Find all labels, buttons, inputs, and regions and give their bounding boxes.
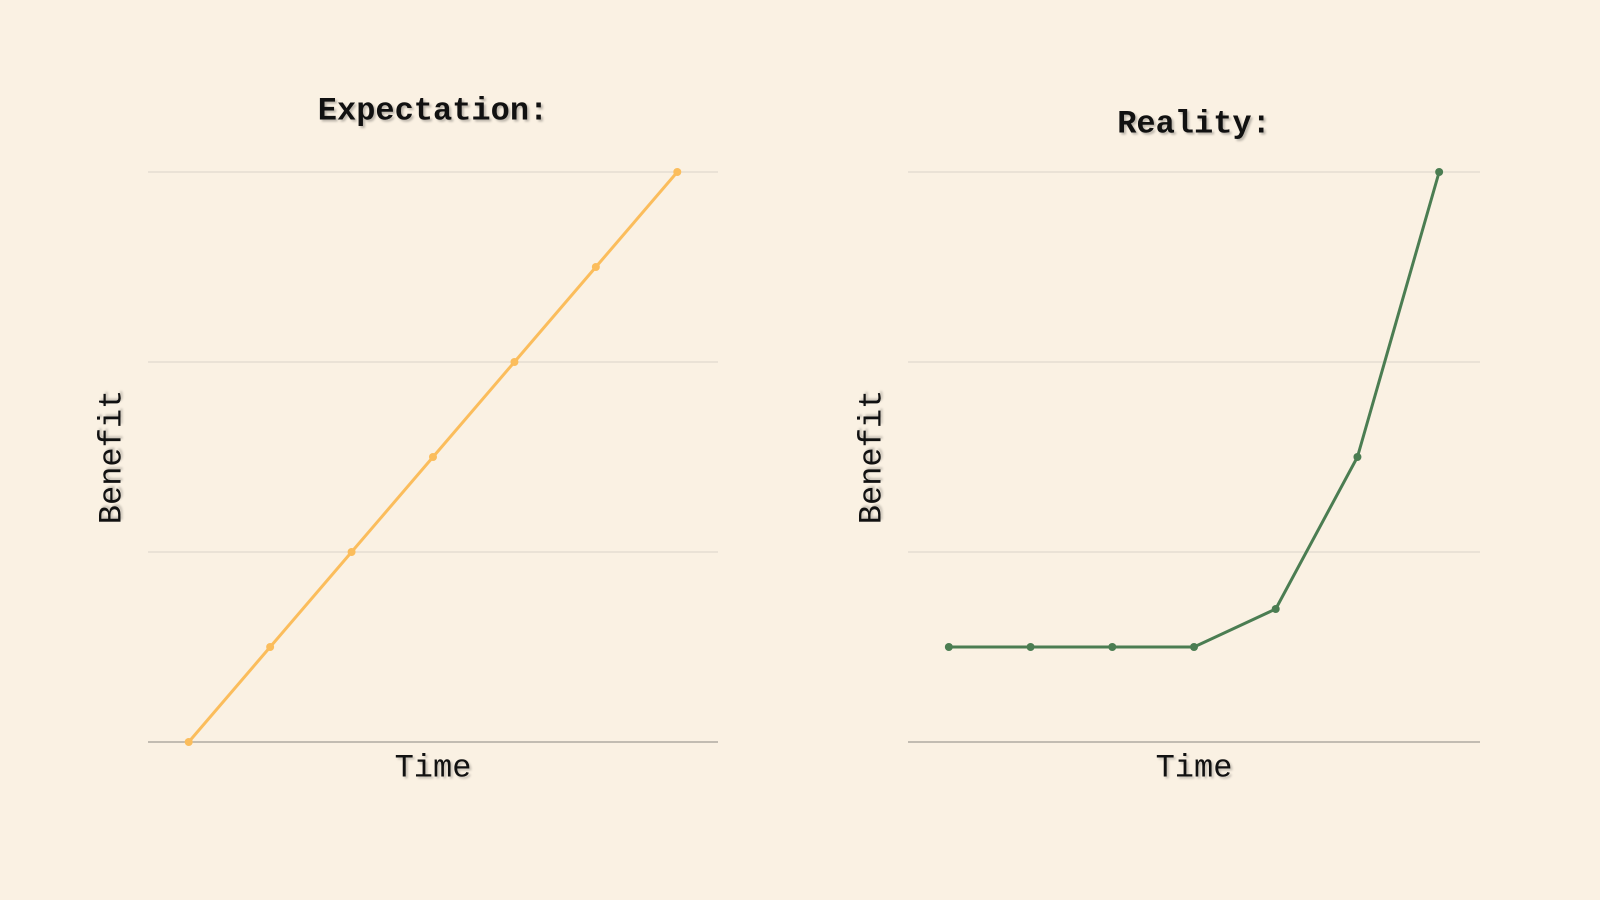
x-axis-label: Time [1156, 749, 1233, 786]
y-axis-label: Benefit [93, 390, 130, 524]
point [266, 643, 275, 651]
point [1435, 168, 1444, 176]
point [510, 358, 519, 366]
line [948, 171, 1441, 649]
chart-title: Expectation: [318, 92, 548, 129]
point [673, 168, 682, 176]
x-axis-label: Time [395, 749, 472, 786]
point [1353, 453, 1362, 461]
point [1190, 643, 1198, 651]
point [1271, 605, 1280, 613]
point [1026, 643, 1035, 651]
point [347, 548, 356, 556]
point [429, 453, 437, 461]
point [184, 738, 193, 746]
chart-title: Reality: [1117, 105, 1271, 142]
point [1108, 643, 1117, 651]
point [591, 263, 600, 271]
point [944, 643, 953, 651]
y-axis-label: Benefit [853, 390, 890, 524]
